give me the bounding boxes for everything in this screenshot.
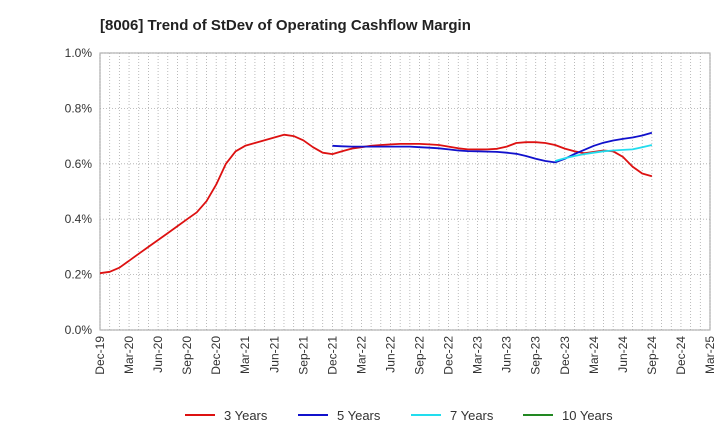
x-tick-label: Dec-20	[209, 336, 223, 375]
x-tick-label: Mar-24	[587, 336, 601, 374]
y-tick-label: 0.4%	[65, 212, 93, 226]
y-tick-label: 0.8%	[65, 101, 93, 115]
axes: 0.0% 0.2% 0.4% 0.6% 0.8% 1.0% Dec-19 Mar-20 Jun-…	[65, 46, 717, 375]
x-tick-label: Mar-23	[471, 336, 485, 374]
legend: 3 Years 5 Years 7 Years 10 Years	[185, 408, 613, 423]
x-tick-label: Sep-20	[180, 336, 194, 375]
legend-label: 10 Years	[562, 408, 613, 423]
plot-area	[99, 52, 711, 331]
x-tick-label: Sep-22	[413, 336, 427, 375]
legend-label: 3 Years	[224, 408, 268, 423]
x-tick-label: Dec-21	[325, 336, 339, 375]
x-tick-label: Dec-24	[674, 336, 688, 375]
x-tick-label: Mar-21	[238, 336, 252, 374]
x-tick-label: Jun-21	[267, 336, 281, 373]
x-tick-label: Dec-23	[558, 336, 572, 375]
series-line-7-years	[554, 144, 653, 162]
x-tick-label: Mar-20	[122, 336, 136, 374]
x-tick-label: Sep-23	[529, 336, 543, 375]
x-tick-label: Sep-24	[645, 336, 659, 375]
legend-label: 5 Years	[337, 408, 381, 423]
series-lines	[99, 131, 653, 275]
chart-title: [8006] Trend of StDev of Operating Cashf…	[100, 17, 471, 34]
x-tick-label: Mar-22	[354, 336, 368, 374]
x-tick-label: Mar-25	[703, 336, 717, 374]
y-tick-label: 0.2%	[65, 268, 93, 282]
legend-label: 7 Years	[450, 408, 494, 423]
series-line-3-years	[99, 133, 653, 275]
x-tick-label: Dec-19	[93, 336, 107, 375]
grid	[99, 52, 711, 331]
y-tick-label: 1.0%	[65, 46, 93, 60]
x-tick-label: Sep-21	[296, 336, 310, 375]
x-tick-label: Jun-20	[151, 336, 165, 373]
x-tick-label: Jun-24	[616, 336, 630, 373]
x-tick-label: Jun-22	[383, 336, 397, 373]
x-tick-label: Dec-22	[442, 336, 456, 375]
series-line-5-years	[332, 131, 653, 164]
y-tick-label: 0.0%	[65, 323, 93, 337]
y-tick-label: 0.6%	[65, 157, 93, 171]
x-tick-label: Jun-23	[500, 336, 514, 373]
